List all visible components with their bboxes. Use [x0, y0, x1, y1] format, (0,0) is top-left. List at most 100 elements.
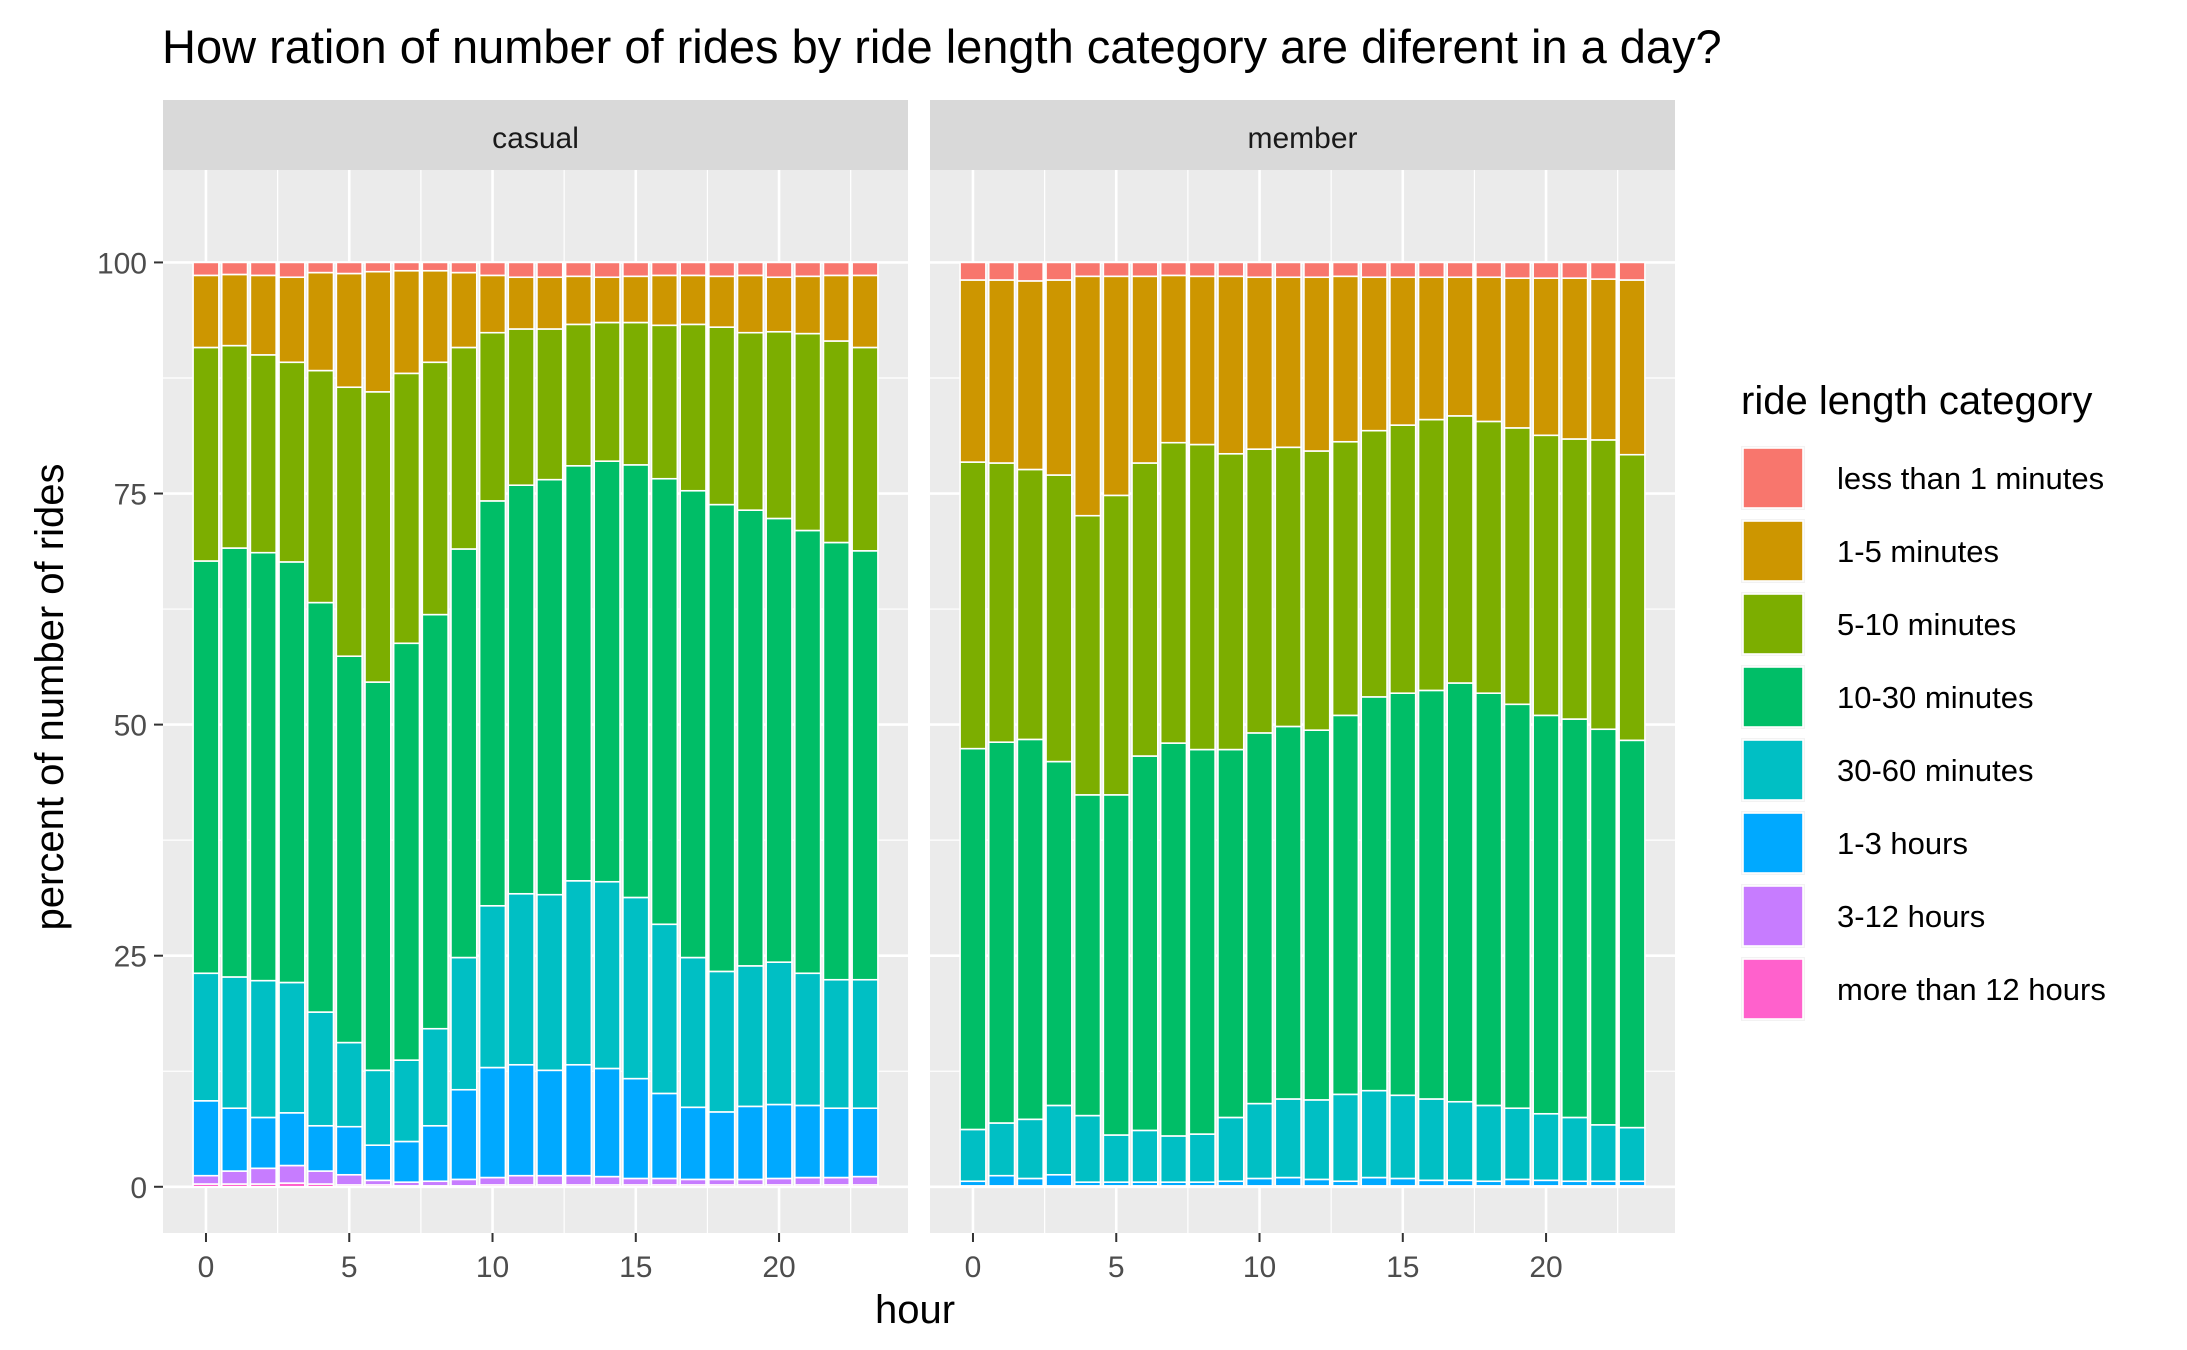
- bar-segment-1-5-minutes: [278, 276, 306, 364]
- bar-segment-5-10-minutes: [959, 461, 987, 750]
- bar-segment-1-5-minutes: [1045, 279, 1073, 476]
- chart-title: How ration of number of rides by ride le…: [162, 20, 1722, 73]
- stacked-bar: [536, 261, 564, 1188]
- bar-segment-1-5-minutes: [765, 276, 793, 333]
- bar-segment-1-3-hours: [765, 1103, 793, 1180]
- stacked-bar: [1331, 261, 1360, 1188]
- stacked-bar: [1360, 261, 1388, 1188]
- bar-segment-5-10-minutes: [249, 354, 277, 554]
- bar-segment-5-10-minutes: [593, 321, 621, 462]
- stacked-bar: [1159, 261, 1188, 1188]
- facet-panels: casual 0 5 10 15 20 0 25 50 75 100 member 0 5 10 15 20: [97, 100, 1675, 1284]
- y-tick-label: 50: [114, 710, 147, 743]
- bar-segment-5-10-minutes: [1618, 453, 1646, 742]
- bar-segment-5-10-minutes: [1417, 418, 1446, 692]
- bar-segment-5-10-minutes: [822, 340, 851, 544]
- legend-label: 5-10 minutes: [1837, 607, 2016, 642]
- bar-segment-30-60-minutes: [679, 956, 707, 1109]
- bar-segment-less-than-1-minutes: [1417, 261, 1446, 279]
- bar-segment-5-10-minutes: [1217, 452, 1245, 751]
- stacked-bar: [650, 261, 679, 1188]
- bar-segment-3-12-hours: [794, 1176, 822, 1186]
- bar-segment-1-5-minutes: [249, 274, 277, 356]
- bar-segment-3-12-hours: [478, 1176, 507, 1186]
- legend-swatch: [1742, 593, 1804, 655]
- bar-segment-1-5-minutes: [1618, 279, 1646, 456]
- legend-label: more than 12 hours: [1837, 972, 2106, 1007]
- bar-segment-less-than-1-minutes: [192, 261, 220, 277]
- bar-segment-less-than-1-minutes: [1360, 261, 1388, 279]
- x-tick-label: 20: [762, 1251, 795, 1284]
- bar-segment-10-30-minutes: [335, 655, 363, 1044]
- bar-segment-5-10-minutes: [192, 346, 220, 562]
- stacked-bar: [1303, 261, 1331, 1188]
- bar-segment-30-60-minutes: [364, 1069, 392, 1146]
- bar-segment-5-10-minutes: [421, 361, 449, 616]
- bar-segment-less-than-1-minutes: [1561, 261, 1589, 279]
- bar-segment-1-3-hours: [192, 1100, 220, 1177]
- legend-label: 1-5 minutes: [1837, 534, 1999, 569]
- legend-swatch: [1742, 958, 1804, 1020]
- bar-segment-less-than-1-minutes: [278, 261, 306, 279]
- bar-segment-1-3-hours: [1303, 1178, 1331, 1187]
- bar-segment-3-12-hours: [679, 1178, 707, 1186]
- bar-segment-30-60-minutes: [249, 979, 277, 1119]
- bar-segment-less-than-1-minutes: [392, 261, 421, 272]
- bar-segment-30-60-minutes: [1073, 1114, 1102, 1183]
- bar-segment-1-5-minutes: [421, 269, 449, 364]
- x-tick-label: 10: [476, 1251, 509, 1284]
- bar-segment-30-60-minutes: [278, 981, 306, 1114]
- bar-segment-less-than-1-minutes: [564, 261, 593, 278]
- bar-segment-10-30-minutes: [421, 613, 449, 1030]
- bar-segment-less-than-1-minutes: [1618, 261, 1646, 281]
- bar-segment-5-10-minutes: [1303, 450, 1331, 731]
- bar-segment-1-3-hours: [364, 1144, 392, 1182]
- bar-segment-10-30-minutes: [1331, 714, 1360, 1096]
- bar-segment-less-than-1-minutes: [851, 261, 879, 277]
- stacked-bar: [765, 261, 793, 1188]
- bar-segment-30-60-minutes: [335, 1041, 363, 1128]
- bar-segment-5-10-minutes: [278, 361, 306, 563]
- legend: ride length category less than 1 minutes…: [1741, 379, 2106, 1021]
- bar-segment-10-30-minutes: [987, 741, 1016, 1124]
- stacked-bar: [622, 261, 650, 1188]
- bar-segment-30-60-minutes: [421, 1027, 449, 1127]
- bar-segment-10-30-minutes: [1360, 696, 1388, 1092]
- bar-segment-1-5-minutes: [335, 272, 363, 389]
- bar-segment-10-30-minutes: [1503, 703, 1532, 1110]
- bar-segment-3-12-hours: [822, 1176, 851, 1186]
- bar-segment-5-10-minutes: [1446, 415, 1474, 684]
- legend-swatch: [1742, 885, 1804, 947]
- bar-segment-3-12-hours: [192, 1174, 220, 1185]
- bar-segment-1-3-hours: [1245, 1177, 1274, 1187]
- stacked-bar: [421, 261, 449, 1188]
- bar-segment-1-5-minutes: [1475, 276, 1503, 423]
- bar-segment-1-5-minutes: [650, 274, 679, 327]
- stacked-bar: [306, 261, 335, 1188]
- bar-segment-30-60-minutes: [622, 896, 650, 1080]
- x-axis: 0 5 10 15 20: [198, 1233, 796, 1284]
- bar-segment-less-than-1-minutes: [1131, 261, 1159, 278]
- legend-label: less than 1 minutes: [1837, 461, 2104, 496]
- bar-segment-3-12-hours: [335, 1173, 363, 1186]
- legend-swatch: [1742, 520, 1804, 582]
- bar-segment-1-5-minutes: [794, 275, 822, 335]
- bar-segment-1-5-minutes: [1217, 275, 1245, 455]
- bar-segment-10-30-minutes: [1417, 689, 1446, 1100]
- stacked-bar: [335, 261, 363, 1188]
- bar-segment-5-10-minutes: [478, 331, 507, 502]
- bar-segment-5-10-minutes: [1188, 443, 1216, 751]
- bar-segment-30-60-minutes: [536, 893, 564, 1072]
- bar-segment-5-10-minutes: [851, 346, 879, 552]
- stacked-bar: [679, 261, 707, 1188]
- bar-segment-30-60-minutes: [1131, 1129, 1159, 1183]
- bar-segment-less-than-1-minutes: [1589, 261, 1618, 280]
- bar-segment-1-5-minutes: [593, 276, 621, 324]
- bar-segment-3-12-hours: [593, 1175, 621, 1186]
- bar-segment-10-30-minutes: [822, 541, 851, 981]
- bar-segment-5-10-minutes: [1475, 420, 1503, 694]
- bar-segment-3-12-hours: [650, 1177, 679, 1186]
- bar-segment-5-10-minutes: [450, 346, 478, 550]
- bar-segment-less-than-1-minutes: [679, 261, 707, 277]
- bar-segment-30-60-minutes: [708, 970, 736, 1113]
